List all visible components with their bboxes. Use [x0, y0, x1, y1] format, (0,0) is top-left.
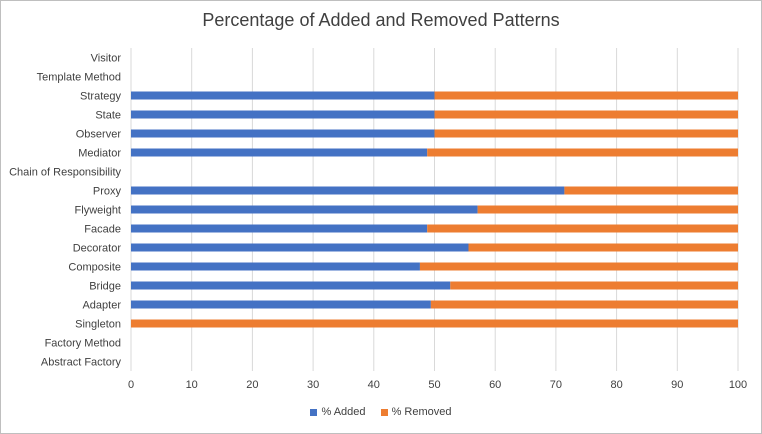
x-tick-label: 40: [368, 379, 380, 391]
bar-removed: [427, 149, 738, 157]
bar-removed: [435, 130, 739, 138]
bar-removed: [468, 244, 738, 252]
x-tick-label: 70: [550, 379, 562, 391]
x-tick-label: 50: [428, 379, 440, 391]
bar-added: [131, 111, 435, 119]
bar-added: [131, 244, 468, 252]
bar-added: [131, 263, 420, 271]
bar-removed: [420, 263, 738, 271]
y-tick-label: Adapter: [82, 300, 121, 312]
legend: % Added % Removed: [0, 406, 762, 418]
legend-swatch-added: [310, 409, 317, 416]
bar-removed: [478, 206, 738, 214]
y-tick-label: Observer: [76, 129, 122, 141]
bar-removed: [435, 92, 739, 100]
legend-label-removed: % Removed: [392, 406, 452, 418]
y-tick-label: Template Method: [37, 72, 121, 84]
x-tick-label: 90: [671, 379, 683, 391]
y-tick-label: Bridge: [89, 281, 121, 293]
bar-removed: [564, 187, 738, 195]
bar-removed: [427, 225, 738, 233]
x-tick-label: 30: [307, 379, 319, 391]
bar-added: [131, 301, 431, 309]
bar-added: [131, 225, 427, 233]
y-tick-label: Singleton: [75, 319, 121, 331]
bar-added: [131, 130, 435, 138]
bar-removed: [131, 320, 738, 328]
x-tick-label: 20: [246, 379, 258, 391]
bar-added: [131, 206, 478, 214]
bar-removed: [435, 111, 739, 119]
bar-added: [131, 149, 427, 157]
y-tick-label: Factory Method: [45, 338, 121, 350]
legend-swatch-removed: [381, 409, 388, 416]
x-tick-label: 60: [489, 379, 501, 391]
y-tick-label: Decorator: [73, 243, 122, 255]
y-tick-label: Strategy: [80, 91, 121, 103]
y-tick-label: Proxy: [93, 186, 122, 198]
legend-item-added: % Added: [310, 406, 365, 418]
y-tick-label: Flyweight: [75, 205, 121, 217]
y-tick-label: State: [95, 110, 121, 122]
legend-label-added: % Added: [321, 406, 365, 418]
bar-added: [131, 187, 564, 195]
x-tick-label: 80: [610, 379, 622, 391]
y-tick-label: Mediator: [78, 148, 121, 160]
y-tick-label: Visitor: [91, 53, 122, 65]
bar-removed: [431, 301, 738, 309]
bar-added: [131, 282, 450, 290]
y-tick-label: Abstract Factory: [41, 357, 122, 369]
y-tick-label: Chain of Responsibility: [9, 167, 121, 179]
x-tick-label: 0: [128, 379, 134, 391]
y-tick-label: Composite: [68, 262, 121, 274]
legend-item-removed: % Removed: [381, 406, 452, 418]
bar-removed: [450, 282, 738, 290]
x-tick-label: 10: [186, 379, 198, 391]
bar-added: [131, 92, 435, 100]
y-tick-label: Facade: [84, 224, 121, 236]
x-tick-label: 100: [729, 379, 747, 391]
